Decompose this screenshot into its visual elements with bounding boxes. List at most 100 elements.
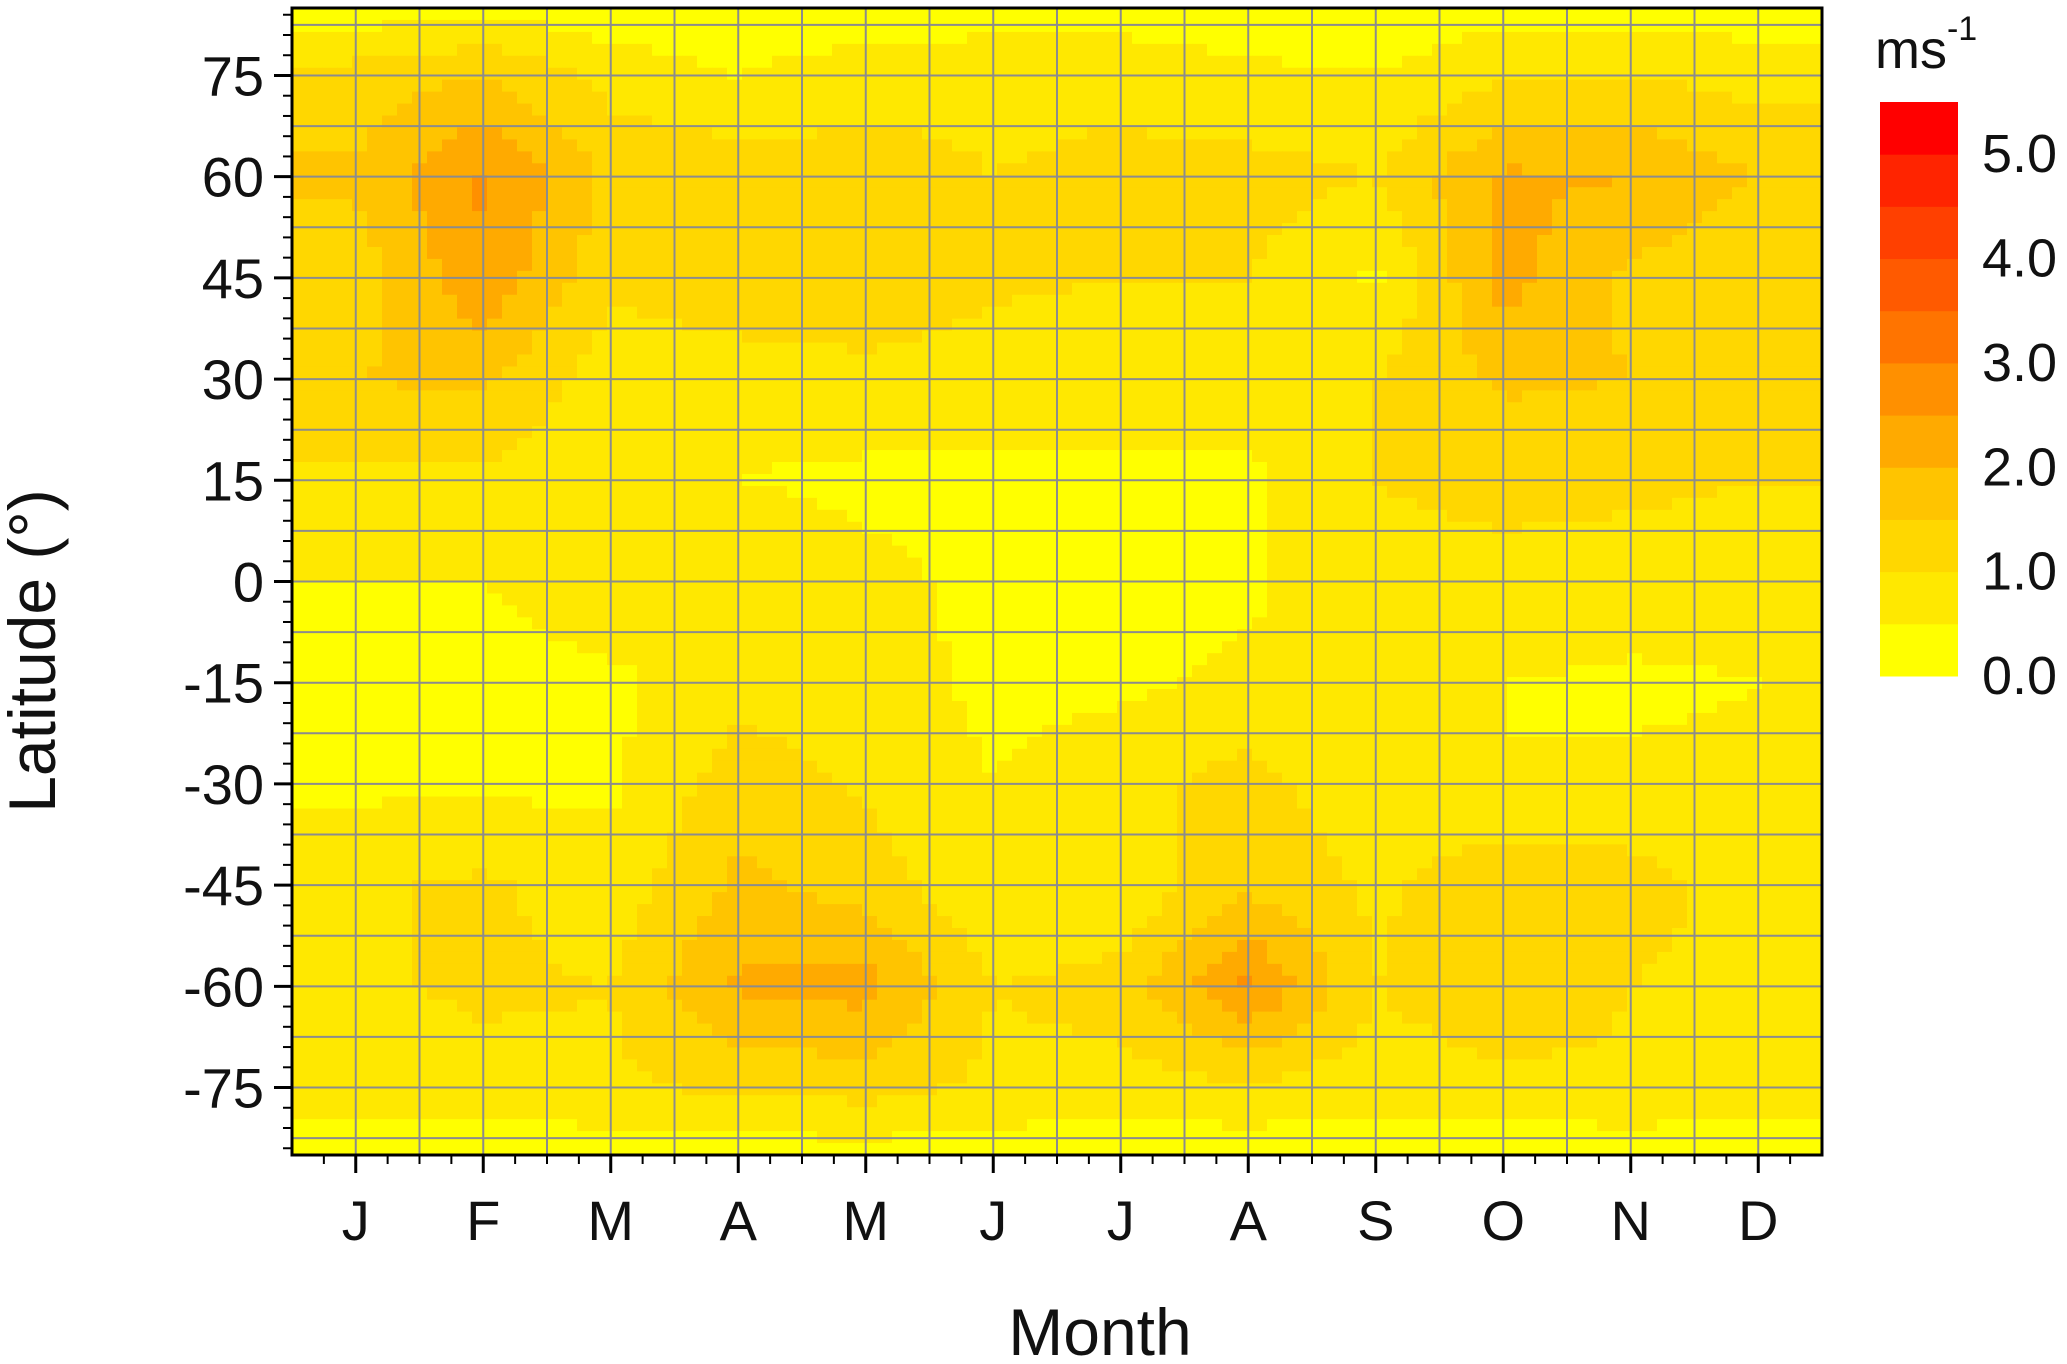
heat-cell [1522,390,1538,403]
heat-cell [1057,175,1073,188]
heat-cell [952,438,968,451]
heat-cell [937,67,953,81]
heat-cell [397,282,413,296]
heat-cell [457,497,473,511]
heat-cell [517,55,533,69]
heat-cell [1147,330,1163,344]
heat-cell [697,390,713,403]
heat-cell [1672,223,1688,236]
heat-cell [1057,235,1073,248]
heat-cell [1312,282,1328,296]
heat-cell [1132,19,1148,33]
heat-cell [1042,462,1058,475]
heat-cell [322,67,338,81]
heat-cell [982,235,998,248]
heat-cell [1387,581,1403,595]
heat-cell [1477,258,1493,272]
heat-cell [1657,151,1673,164]
heat-cell [1102,330,1118,344]
heat-cell [292,545,308,559]
heat-cell [952,509,968,523]
heat-cell [682,19,698,33]
heat-cell [967,545,983,559]
heat-cell [637,497,653,511]
heat-cell [727,294,743,308]
heat-cell [772,258,788,272]
heat-cell [982,103,998,117]
heat-cell [1327,175,1343,188]
heat-cell [352,414,368,427]
heat-cell [1207,115,1223,129]
heat-cell [1207,19,1223,33]
heat-cell [1642,67,1658,81]
heat-cell [652,163,668,176]
heat-cell [742,139,758,152]
heat-cell [1552,19,1568,33]
heat-cell [457,306,473,320]
heat-cell [592,378,608,391]
heat-cell [307,163,323,176]
heat-cell [952,426,968,439]
heat-cell [637,8,653,21]
heat-cell [562,19,578,33]
heat-cell [367,497,383,511]
heat-cell [907,43,923,57]
heat-cell [997,438,1013,451]
heat-cell [1777,569,1793,583]
heat-cell [1417,462,1433,475]
heat-cell [937,211,953,224]
heat-cell [1522,521,1538,535]
heat-cell [1342,199,1358,212]
heat-cell [712,545,728,559]
heat-cell [472,402,488,415]
heat-cell [832,223,848,236]
heat-cell [712,521,728,535]
heat-cell [592,390,608,403]
heat-cell [937,485,953,499]
heat-cell [442,569,458,583]
heat-cell [1312,438,1328,451]
heat-cell [952,414,968,427]
heat-cell [1537,211,1553,224]
heat-cell [517,533,533,547]
heat-cell [772,211,788,224]
heat-cell [532,151,548,164]
heat-cell [1087,354,1103,368]
heat-cell [757,450,773,463]
heat-cell [1807,521,1822,535]
heat-cell [1462,175,1478,188]
heat-cell [397,378,413,391]
heat-cell [1537,545,1553,559]
heat-cell [1447,79,1463,93]
heat-cell [1702,306,1718,320]
heat-cell [712,485,728,499]
heat-cell [577,581,593,595]
heat-cell [1042,79,1058,93]
heat-cell [502,438,518,451]
heat-cell [1192,294,1208,308]
heat-cell [1732,19,1748,33]
heat-cell [652,306,668,320]
heat-cell [352,306,368,320]
heat-cell [712,497,728,511]
heat-cell [1147,211,1163,224]
heat-cell [682,569,698,583]
heat-cell [862,462,878,475]
heat-cell [1747,223,1763,236]
heat-cell [742,282,758,296]
heat-cell [1537,8,1553,21]
heat-cell [517,366,533,379]
heat-cell [757,354,773,368]
heat-cell [1777,163,1793,176]
heat-cell [547,187,563,200]
heat-cell [1567,294,1583,308]
heat-cell [1747,43,1763,57]
heat-cell [1627,402,1643,415]
heat-cell [1252,497,1268,511]
heat-cell [1012,533,1028,547]
heat-cell [382,390,398,403]
heat-cell [832,533,848,547]
heat-cell [1657,390,1673,403]
heat-cell [772,581,788,595]
heat-cell [1027,258,1043,272]
